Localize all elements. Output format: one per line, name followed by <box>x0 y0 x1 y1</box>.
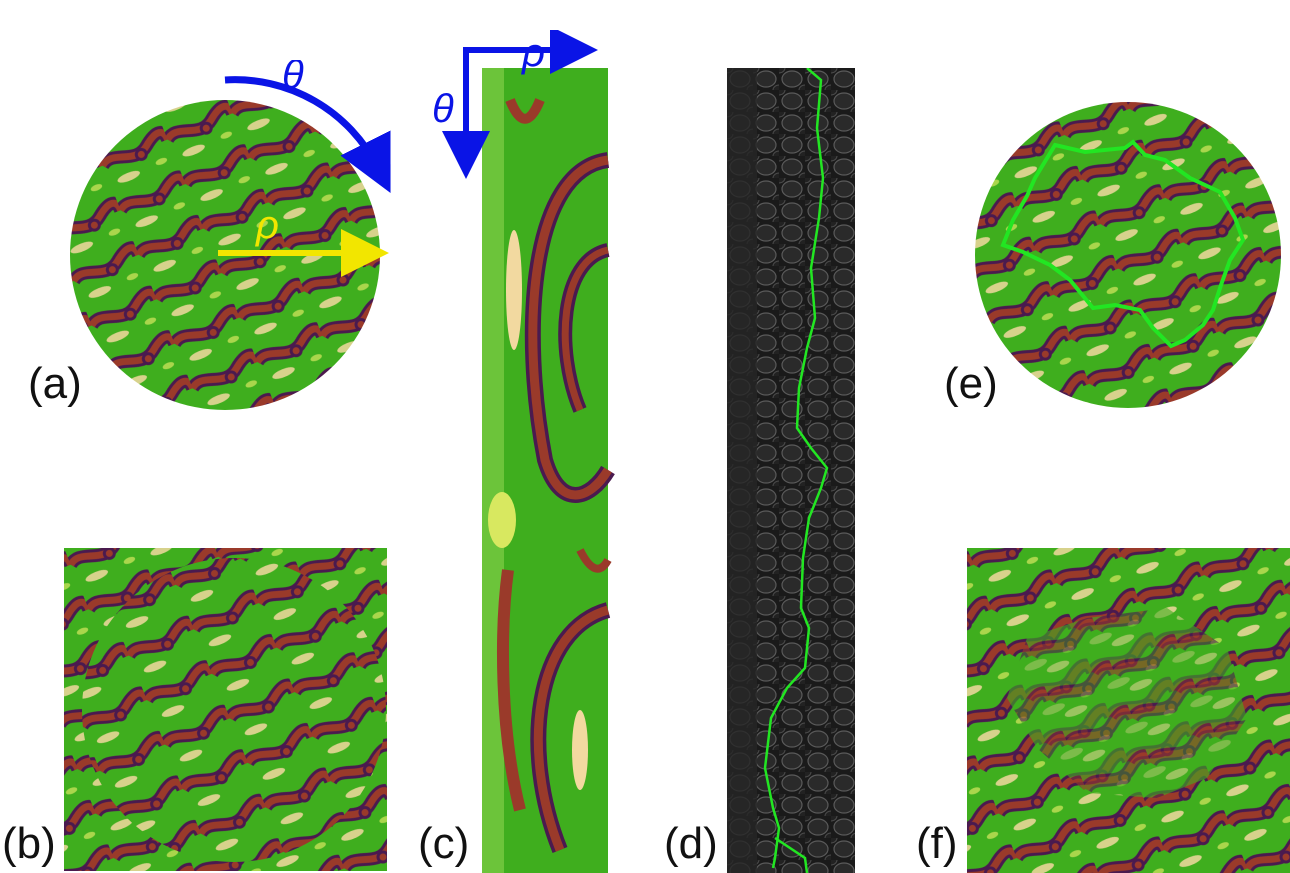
seam-path <box>763 68 829 869</box>
panel-e <box>975 100 1285 410</box>
panel-e-graphic <box>975 102 1281 408</box>
theta-label: θ <box>282 60 304 97</box>
panel-a: θ ρ <box>60 60 400 420</box>
contour-overlay <box>1000 139 1246 349</box>
theta-arrow-icon <box>224 76 391 194</box>
panel-b-label: (b) <box>2 819 56 868</box>
rho-label: ρ <box>255 203 279 247</box>
panel-d <box>727 68 855 873</box>
panel-e-label: (e) <box>944 359 998 408</box>
panel-c: ρ θ <box>430 30 630 873</box>
panel-f-graphic <box>967 548 1290 873</box>
rho-axis-label: ρ <box>521 31 545 75</box>
panel-f-label: (f) <box>916 819 958 868</box>
panel-a-graphic: θ ρ <box>70 60 391 410</box>
panel-c-graphic: ρ θ <box>432 30 615 873</box>
inner-disk-pattern <box>82 558 386 862</box>
panel-b-graphic <box>64 548 387 871</box>
panel-b <box>64 548 387 871</box>
disk-pattern <box>975 102 1281 408</box>
panel-a-label: (a) <box>28 359 82 408</box>
panel-d-label: (d) <box>664 819 718 868</box>
panel-d-graphic <box>727 68 855 873</box>
panel-f <box>967 548 1290 873</box>
panel-c-label: (c) <box>418 819 470 868</box>
theta-axis-label: θ <box>432 87 454 131</box>
